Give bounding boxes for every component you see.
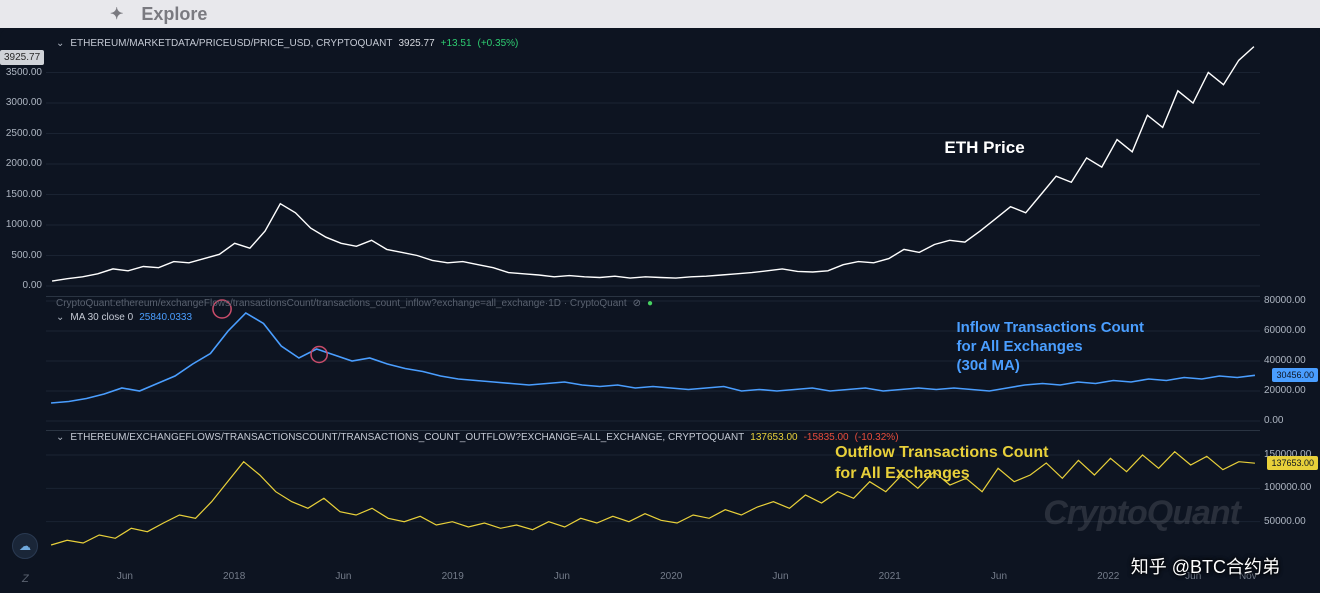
explore-icon: ✦ <box>110 4 123 24</box>
chevron-down-icon[interactable]: ⌄ <box>56 38 64 49</box>
x-tick-label: 2021 <box>879 571 901 582</box>
inflow-ma-header: ⌄ MA 30 close 0 25840.0333 <box>56 312 192 323</box>
x-tick-label: Jun <box>772 571 788 582</box>
price-y-axis: 3500.003000.002500.002000.001500.001000.… <box>0 36 46 292</box>
explore-label: Explore <box>141 4 207 25</box>
outflow-y-axis: 150000.00100000.0050000.00 <box>1260 430 1320 560</box>
inflow-path-label: CryptoQuant:ethereum/exchangeFlows/trans… <box>56 298 627 309</box>
price-value: 3925.77 <box>398 38 434 49</box>
cloud-button[interactable]: ☁ <box>12 533 38 559</box>
inflow-y-axis: 80000.0060000.0040000.0020000.000.00 <box>1260 296 1320 426</box>
chart-container: 3500.003000.002500.002000.001500.001000.… <box>0 28 1320 593</box>
inflow-anno-line2: for All Exchanges <box>957 338 1145 357</box>
outflow-change-abs: -15835.00 <box>804 432 849 443</box>
outflow-anno-line1: Outflow Transactions Count <box>835 443 1048 464</box>
zoom-label[interactable]: Z <box>22 573 29 585</box>
outflow-annotation: Outflow Transactions Count for All Excha… <box>835 443 1048 485</box>
attribution: 知乎 @BTC合约弟 <box>1131 553 1280 579</box>
outflow-anno-line2: for All Exchanges <box>835 464 1048 485</box>
inflow-current-tag: 30456.00 <box>1272 368 1318 382</box>
outflow-header: ⌄ ETHEREUM/EXCHANGEFLOWS/TRANSACTIONSCOU… <box>56 432 899 443</box>
inflow-faint-header: CryptoQuant:ethereum/exchangeFlows/trans… <box>56 298 653 309</box>
status-dot-icon: ● <box>647 298 653 309</box>
x-tick-label: 2019 <box>442 571 464 582</box>
x-tick-label: Jun <box>335 571 351 582</box>
outflow-value: 137653.00 <box>750 432 797 443</box>
eth-price-panel[interactable]: ⌄ ETHEREUM/MARKETDATA/PRICEUSD/PRICE_USD… <box>46 36 1260 292</box>
plot-area[interactable]: ⌄ ETHEREUM/MARKETDATA/PRICEUSD/PRICE_USD… <box>46 28 1260 563</box>
price-change-abs: +13.51 <box>441 38 472 49</box>
outflow-current-tag: 137653.00 <box>1267 456 1318 470</box>
x-tick-label: Jun <box>991 571 1007 582</box>
inflow-panel[interactable]: CryptoQuant:ethereum/exchangeFlows/trans… <box>46 296 1260 426</box>
chevron-down-icon[interactable]: ⌄ <box>56 432 64 443</box>
x-tick-label: Jun <box>117 571 133 582</box>
outflow-symbol-path: ETHEREUM/EXCHANGEFLOWS/TRANSACTIONSCOUNT… <box>70 432 744 443</box>
watermark: CryptoQuant <box>1043 494 1240 533</box>
inflow-annotation: Inflow Transactions Count for All Exchan… <box>957 319 1145 375</box>
price-symbol-path: ETHEREUM/MARKETDATA/PRICEUSD/PRICE_USD, … <box>70 38 392 49</box>
time-x-axis: Jun2018Jun2019Jun2020Jun2021Jun2022JunNo… <box>46 565 1260 593</box>
ma-label: MA 30 close 0 <box>70 312 133 323</box>
x-tick-label: 2022 <box>1097 571 1119 582</box>
x-tick-label: 2018 <box>223 571 245 582</box>
price-panel-header: ⌄ ETHEREUM/MARKETDATA/PRICEUSD/PRICE_USD… <box>56 38 518 49</box>
eye-off-icon[interactable]: ⊘ <box>633 298 641 309</box>
ma-value: 25840.0333 <box>139 312 192 323</box>
explore-bar: ✦ Explore <box>0 0 1320 28</box>
price-change-pct: (+0.35%) <box>478 38 519 49</box>
outflow-change-pct: (-10.32%) <box>855 432 899 443</box>
x-tick-label: Jun <box>554 571 570 582</box>
chevron-down-icon[interactable]: ⌄ <box>56 312 64 323</box>
eth-price-annotation: ETH Price <box>944 138 1024 158</box>
inflow-anno-line3: (30d MA) <box>957 357 1145 376</box>
x-tick-label: 2020 <box>660 571 682 582</box>
inflow-anno-line1: Inflow Transactions Count <box>957 319 1145 338</box>
current-price-tag: 3925.77 <box>0 50 44 65</box>
